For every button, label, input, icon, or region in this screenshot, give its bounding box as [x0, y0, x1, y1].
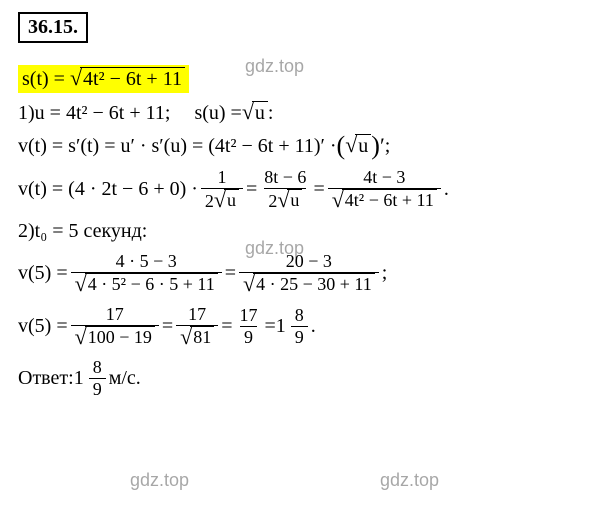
- step1-sqrt: √ u: [242, 101, 268, 125]
- v5l2-frac1: 17 √100 − 19: [71, 304, 159, 349]
- frac3-den: √4t² − 6t + 11: [328, 188, 441, 212]
- v5l2-mixed-den: 9: [291, 326, 308, 348]
- v-def-prefix: v(t) = s′(t) = u′ · s′(u) = (4t² − 6t + …: [18, 135, 337, 158]
- answer-line: Ответ: 1 8 9 м/с.: [18, 357, 577, 400]
- v5l2-mixed-frac: 8 9: [291, 305, 308, 348]
- v5l2-period: .: [311, 315, 316, 338]
- v5l2-f1-den: √100 − 19: [71, 325, 159, 349]
- v5l2-eq3: =: [264, 315, 275, 338]
- frac1-den-coeff: 2: [205, 191, 214, 211]
- v5l1-f1-sqrt: √4 · 5² − 6 · 5 + 11: [75, 273, 218, 295]
- frac1-radicand: u: [224, 189, 239, 211]
- v-def-semicolon: ;: [385, 135, 391, 158]
- frac2-den-coeff: 2: [268, 191, 277, 211]
- v5l1-eq: =: [225, 262, 236, 285]
- v5l2-mixed-num: 8: [291, 305, 308, 326]
- v-calc-period: .: [444, 178, 449, 201]
- main-formula-sqrt: √ 4t² − 6t + 11: [70, 67, 185, 91]
- frac2-radicand: u: [287, 189, 302, 211]
- problem-number-box: 36.15.: [18, 12, 577, 57]
- frac2-num: 8t − 6: [260, 167, 310, 188]
- step1-radicand: u: [252, 101, 268, 125]
- frac3-num: 4t − 3: [359, 167, 409, 188]
- v5l2-f3-num: 17: [235, 305, 261, 326]
- frac3-sqrt: √4t² − 6t + 11: [332, 189, 437, 211]
- v5l2-f3-den: 9: [240, 326, 257, 348]
- frac1-sqrt: √u: [214, 189, 239, 211]
- answer-units: м/с.: [109, 367, 141, 390]
- v5-line2: v(5) = 17 √100 − 19 = 17 √81 = 17 9 = 1 …: [18, 304, 577, 349]
- v5l2-frac2: 17 √81: [176, 304, 218, 349]
- v5l2-f2-sqrt: √81: [180, 326, 214, 348]
- v5l2-f2-den: √81: [176, 325, 218, 349]
- frac2-sqrt: √u: [277, 189, 302, 211]
- v5l2-f1-num: 17: [102, 304, 128, 325]
- v-calc-frac3: 4t − 3 √4t² − 6t + 11: [328, 167, 441, 212]
- answer-mixed-frac: 8 9: [89, 357, 106, 400]
- v5-line1: v(5) = 4 · 5 − 3 √4 · 5² − 6 · 5 + 11 = …: [18, 251, 577, 296]
- problem-number: 36.15.: [18, 12, 88, 43]
- v-calc-line: v(t) = (4 · 2t − 6 + 0) · 1 2√u = 8t − 6…: [18, 167, 577, 212]
- v5l2-eq1: =: [162, 315, 173, 338]
- v5-line1-prefix: v(5) =: [18, 262, 68, 285]
- frac1-den: 2√u: [201, 188, 243, 212]
- v-def-radicand: u: [355, 134, 371, 158]
- v5l2-eq2: =: [221, 315, 232, 338]
- v5l1-f2-radicand: 4 · 25 − 30 + 11: [253, 273, 375, 295]
- main-formula-radicand: 4t² − 6t + 11: [80, 67, 185, 91]
- v-calc-prefix: v(t) = (4 · 2t − 6 + 0) ·: [18, 178, 198, 201]
- main-formula-highlight: s(t) = √ 4t² − 6t + 11: [18, 65, 189, 93]
- v5l2-f1-radicand: 100 − 19: [85, 326, 155, 348]
- v5l1-f1-radicand: 4 · 5² − 6 · 5 + 11: [85, 273, 218, 295]
- v5l1-f2-den: √4 · 25 − 30 + 11: [239, 272, 379, 296]
- page-container: 36.15. s(t) = √ 4t² − 6t + 11 1) u = 4t²…: [0, 0, 595, 420]
- step2-label: 2): [18, 220, 35, 243]
- watermark-4: gdz.top: [380, 470, 439, 491]
- v5l1-f1-den: √4 · 5² − 6 · 5 + 11: [71, 272, 222, 296]
- answer-mixed-den: 9: [89, 378, 106, 400]
- v5l2-mixed-whole: 1: [276, 315, 286, 338]
- v5l2-f2-num: 17: [184, 304, 210, 325]
- step2-t0: t₀ = 5 секунд:: [35, 220, 148, 243]
- answer-mixed: 1 8 9: [74, 357, 109, 400]
- v5l2-frac3: 17 9: [235, 305, 261, 348]
- step1-s-u-lhs: s(u) =: [194, 102, 241, 125]
- v5-line2-prefix: v(5) =: [18, 315, 68, 338]
- v5l1-f2-sqrt: √4 · 25 − 30 + 11: [243, 273, 375, 295]
- v5l1-f1-num: 4 · 5 − 3: [112, 251, 181, 272]
- v5l2-f1-sqrt: √100 − 19: [75, 326, 155, 348]
- v5l1-f2-num: 20 − 3: [282, 251, 336, 272]
- answer-mixed-num: 8: [89, 357, 106, 378]
- frac1-num: 1: [213, 167, 230, 188]
- answer-mixed-whole: 1: [74, 367, 84, 390]
- v-calc-frac2: 8t − 6 2√u: [260, 167, 310, 212]
- v5l1-frac1: 4 · 5 − 3 √4 · 5² − 6 · 5 + 11: [71, 251, 222, 296]
- answer-label: Ответ:: [18, 367, 74, 390]
- frac2-den: 2√u: [264, 188, 306, 212]
- step1-u-def: u = 4t² − 6t + 11;: [35, 102, 171, 125]
- v-calc-frac1: 1 2√u: [201, 167, 243, 212]
- step1-label: 1): [18, 102, 35, 125]
- main-formula-lhs: s(t) =: [22, 68, 70, 90]
- v5l2-f2-radicand: 81: [190, 326, 214, 348]
- v5l2-mixed: 1 8 9: [276, 305, 311, 348]
- frac3-radicand: 4t² − 6t + 11: [342, 189, 437, 211]
- v-def-sqrt: √ u: [345, 134, 371, 158]
- watermark-3: gdz.top: [130, 470, 189, 491]
- v-calc-eq1: =: [246, 178, 257, 201]
- v5l1-semi: ;: [382, 262, 388, 285]
- step1-colon: :: [268, 102, 274, 125]
- step2-line: 2) t₀ = 5 секунд:: [18, 220, 577, 243]
- step1-line: 1) u = 4t² − 6t + 11; s(u) = √ u :: [18, 101, 577, 125]
- v-calc-eq2: =: [313, 178, 324, 201]
- v5l1-frac2: 20 − 3 √4 · 25 − 30 + 11: [239, 251, 379, 296]
- v-def-line: v(t) = s′(t) = u′ · s′(u) = (4t² − 6t + …: [18, 133, 577, 159]
- main-formula-line: s(t) = √ 4t² − 6t + 11: [18, 65, 577, 93]
